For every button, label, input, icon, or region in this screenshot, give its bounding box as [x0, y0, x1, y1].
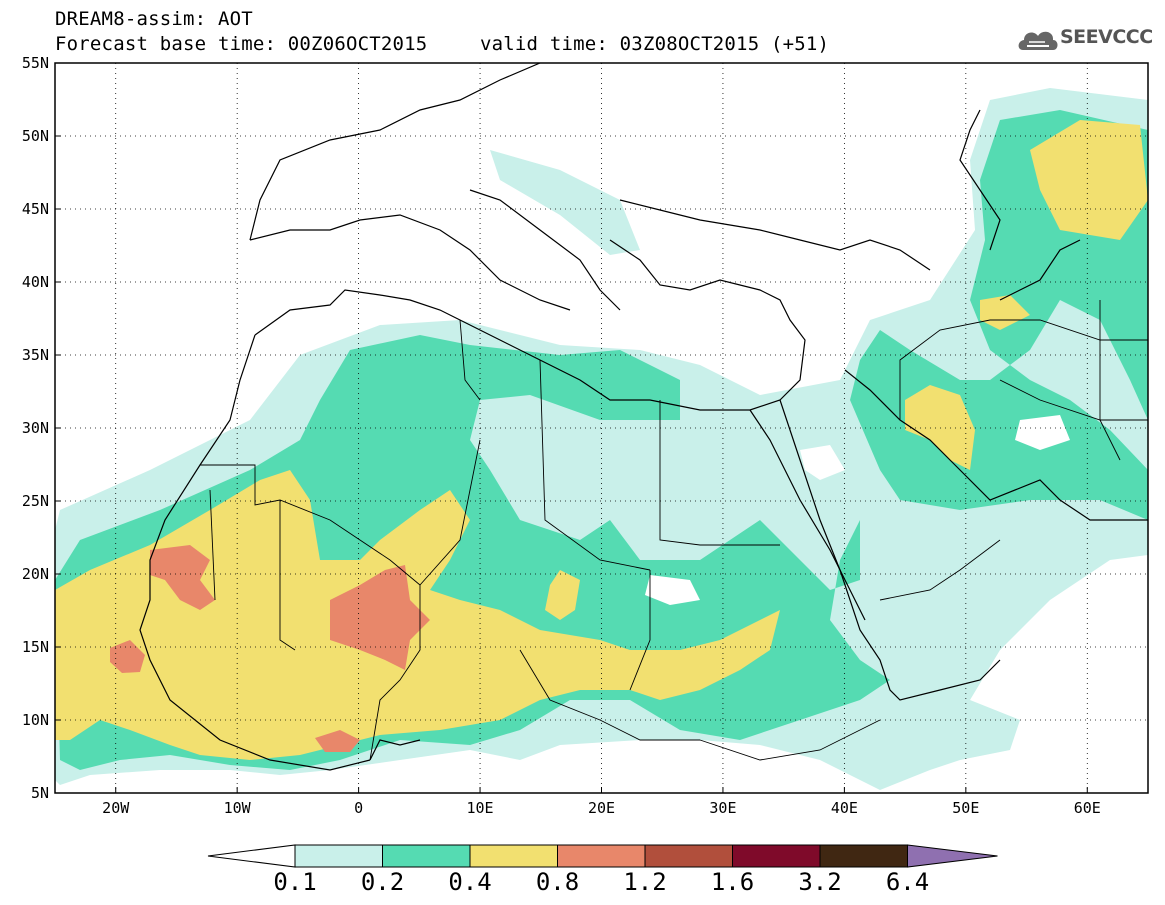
colorbar-segment	[469, 844, 558, 868]
aot-band-0.8-maurit	[150, 545, 215, 610]
colorbar-label: 1.2	[623, 868, 667, 896]
colorbar-over-arrow	[907, 844, 998, 868]
clear-patch	[800, 445, 845, 480]
aot-band-0.4-sahara	[545, 570, 580, 620]
lon-tick-label: 40E	[831, 799, 858, 817]
colorbar-under-arrow	[207, 844, 296, 868]
colorbar-label: 0.1	[273, 868, 317, 896]
lat-tick-label: 10N	[22, 711, 49, 729]
aot-band-0.4-iran	[905, 385, 975, 470]
colorbar-segment	[732, 844, 821, 868]
lat-tick-label: 55N	[22, 54, 49, 72]
aot-band-0.8-senegal	[110, 640, 145, 673]
colorbar-segment	[382, 844, 471, 868]
lat-tick-label: 50N	[22, 127, 49, 145]
logo-text: SEEVCCC	[1060, 26, 1153, 48]
colorbar-segment	[557, 844, 646, 868]
aot-band-0.4-caspian	[1030, 120, 1148, 240]
lat-tick-label: 20N	[22, 565, 49, 583]
colorbar-label: 0.8	[535, 868, 580, 896]
lat-tick-label: 15N	[22, 638, 49, 656]
latitude-labels: 55N 50N 45N 40N 35N 30N 25N 20N 15N 10N 5N	[22, 54, 61, 802]
colorbar-segment	[294, 844, 383, 868]
colorbar-label: 3.2	[798, 868, 842, 896]
colorbar-label: 1.6	[710, 868, 755, 896]
colorbar-segment	[819, 844, 908, 868]
lon-tick-label: 30E	[709, 799, 736, 817]
lon-tick-label: 50E	[952, 799, 979, 817]
longitude-labels: 20W 10W 0 10E 20E 30E 40E 50E 60E	[102, 787, 1101, 817]
coastlines	[139, 63, 1148, 771]
clear-patch	[645, 575, 700, 605]
colorbar-label: 0.2	[360, 868, 405, 896]
graticule	[55, 63, 1148, 793]
aot-band-0.8-nigeria	[315, 730, 360, 752]
lat-tick-label: 25N	[22, 492, 49, 510]
aot-band-0.8-mali	[330, 565, 430, 670]
clear-patch	[1015, 415, 1070, 450]
forecast-base-time: Forecast base time: 00Z06OCT2015	[55, 33, 428, 55]
lat-tick-label: 30N	[22, 419, 49, 437]
lon-tick-label: 20E	[588, 799, 615, 817]
lon-tick-label: 60E	[1074, 799, 1101, 817]
colorbar-label: 0.4	[448, 868, 492, 896]
valid-time: valid time: 03Z08OCT2015 (+51)	[480, 33, 830, 55]
aot-band-0.1-europe	[490, 150, 640, 255]
lon-tick-label: 10W	[224, 799, 252, 817]
aot-band-0.4-turkmen	[980, 295, 1030, 330]
lon-tick-label: 20W	[102, 799, 130, 817]
colorbar-segment	[644, 844, 733, 868]
lat-tick-label: 5N	[31, 784, 49, 802]
lon-tick-label: 10E	[467, 799, 494, 817]
lat-tick-label: 35N	[22, 346, 49, 364]
lon-tick-label: 0	[354, 799, 363, 817]
lat-tick-label: 40N	[22, 273, 49, 291]
lat-tick-label: 45N	[22, 200, 49, 218]
map-title: DREAM8-assim: AOT	[55, 8, 253, 30]
colorbar	[207, 844, 998, 868]
cloud-icon	[1018, 31, 1058, 50]
colorbar-label: 6.4	[885, 868, 930, 896]
